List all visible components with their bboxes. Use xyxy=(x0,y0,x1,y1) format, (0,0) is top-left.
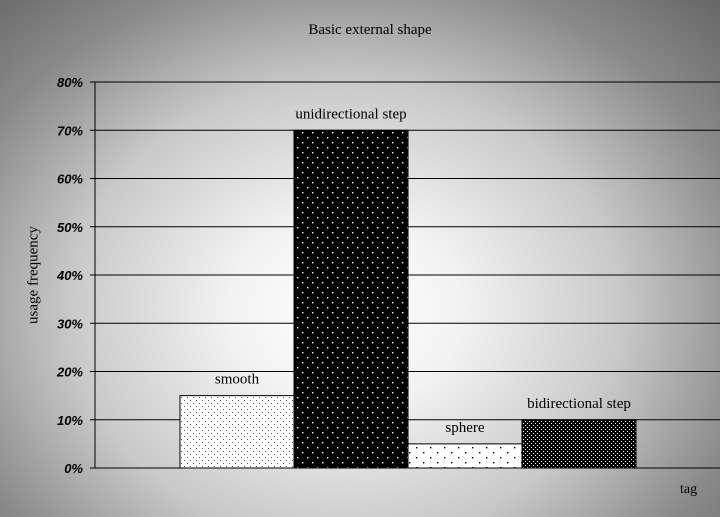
y-tick-label: 40% xyxy=(56,268,83,283)
bar xyxy=(521,419,637,469)
bar-category-label: bidirectional step xyxy=(527,396,631,412)
x-axis-label: tag xyxy=(680,482,698,497)
y-tick-label: 80% xyxy=(57,75,83,90)
bar xyxy=(293,129,409,469)
y-tick-label: 0% xyxy=(64,461,83,476)
bar xyxy=(407,443,523,469)
y-tick-label: 60% xyxy=(57,172,83,187)
y-tick-label: 30% xyxy=(57,316,83,331)
bar-category-label: unidirectional step xyxy=(295,106,406,122)
bar-category-label: sphere xyxy=(445,420,484,436)
chart-title: Basic external shape xyxy=(308,22,432,38)
y-tick-label: 20% xyxy=(56,365,83,380)
y-tick-label: 70% xyxy=(57,123,83,138)
y-tick-label: 50% xyxy=(57,220,83,235)
y-tick-label: 10% xyxy=(57,413,83,428)
bar xyxy=(179,395,295,469)
bar-category-label: smooth xyxy=(215,372,260,388)
